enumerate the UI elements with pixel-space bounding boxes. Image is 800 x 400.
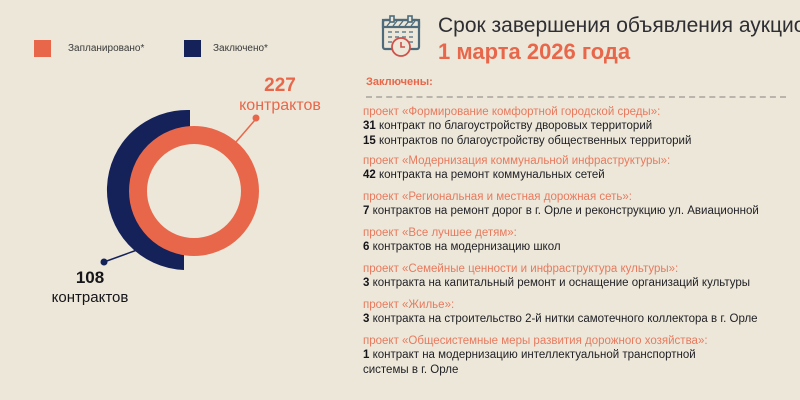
concluded-subhead: Заключены: [366, 76, 433, 88]
legend-swatch-planned [34, 40, 51, 57]
concluded-unit: контрактов [51, 289, 129, 306]
planned-leader-line [235, 119, 256, 143]
project-item: 3 контракта на капитальный ремонт и осна… [363, 276, 793, 291]
item-count: 31 [363, 120, 376, 132]
concluded-callout: 108 контрактов [40, 268, 140, 308]
concluded-leader-line [103, 249, 138, 263]
project-block: проект «Все лучшее детям»: 6 контрактов … [363, 227, 793, 255]
legend-label-concluded: Заключено* [213, 43, 268, 54]
project-item: 3 контракта на строительство 2-й нитки с… [363, 312, 793, 327]
concluded-leader-dot [100, 258, 108, 266]
item-text: контракт на модернизацию интеллектуально… [369, 349, 696, 361]
donut-chart [100, 109, 260, 270]
item-text: контрактов на модернизацию школ [369, 241, 561, 253]
project-item: 15 контрактов по благоустройству обществ… [363, 134, 793, 149]
item-count: 1 [363, 349, 370, 361]
dashed-divider [366, 96, 786, 98]
legend-swatch-concluded [184, 40, 201, 57]
header-title-line1: Срок завершения объявления аукционов - [438, 14, 800, 37]
project-block: проект «Жилье»: 3 контракта на строитель… [363, 299, 793, 327]
project-item: системы в г. Орле [363, 363, 793, 378]
planned-leader-dot [252, 114, 260, 122]
item-text: системы в г. Орле [363, 364, 459, 376]
chart-legend: Запланировано* Заключено* [34, 40, 314, 60]
item-text: контракт по благоустройству дворовых тер… [375, 120, 653, 132]
item-text: контракта на строительство 2-й нитки сам… [369, 313, 758, 325]
project-item: 31 контракт по благоустройству дворовых … [363, 119, 793, 134]
item-count: 42 [363, 169, 376, 181]
item-text: контракта на капитальный ремонт и оснаще… [369, 277, 751, 289]
item-count: 15 [363, 135, 376, 147]
legend-label-planned: Запланировано* [68, 43, 145, 54]
project-item: 1 контракт на модернизацию интеллектуаль… [363, 348, 793, 363]
item-text: контракта на ремонт коммунальных сетей [375, 169, 605, 181]
item-count: 6 [363, 241, 370, 253]
item-count: 7 [363, 205, 370, 217]
planned-ring [129, 126, 259, 256]
item-text: контрактов по благоустройству общественн… [375, 135, 692, 147]
project-item: 42 контракта на ремонт коммунальных сете… [363, 168, 793, 183]
item-count: 3 [363, 313, 370, 325]
project-block: проект «Модернизация коммунальной инфрас… [363, 155, 793, 183]
planned-unit: контрактов [239, 97, 321, 114]
project-title: проект «Модернизация коммунальной инфрас… [363, 155, 671, 167]
project-title: проект «Региональная и местная дорожная … [363, 191, 632, 203]
project-title: проект «Все лучшее детям»: [363, 227, 517, 239]
project-title: проект «Формирование комфортной городско… [363, 106, 661, 118]
planned-callout: 227 контрактов [234, 76, 326, 116]
project-list: проект «Формирование комфортной городско… [363, 106, 793, 378]
project-title: проект «Жилье»: [363, 299, 455, 311]
calendar-clock-icon [381, 15, 421, 57]
project-block: проект «Общесистемные меры развития доро… [363, 335, 793, 378]
project-title: проект «Общесистемные меры развития доро… [363, 335, 708, 347]
concluded-count: 108 [75, 268, 105, 287]
project-item: 7 контрактов на ремонт дорог в г. Орле и… [363, 204, 793, 219]
header-title-line2: 1 марта 2026 года [438, 39, 631, 64]
project-item: 6 контрактов на модернизацию школ [363, 240, 793, 255]
project-title: проект «Семейные ценности и инфраструкту… [363, 263, 679, 275]
project-block: проект «Региональная и местная дорожная … [363, 191, 793, 219]
item-count: 3 [363, 277, 370, 289]
item-text: контрактов на ремонт дорог в г. Орле и р… [369, 205, 759, 217]
concluded-arc [106, 109, 190, 270]
project-block: проект «Формирование комфортной городско… [363, 106, 793, 149]
planned-count: 227 [264, 75, 296, 96]
project-block: проект «Семейные ценности и инфраструкту… [363, 263, 793, 291]
